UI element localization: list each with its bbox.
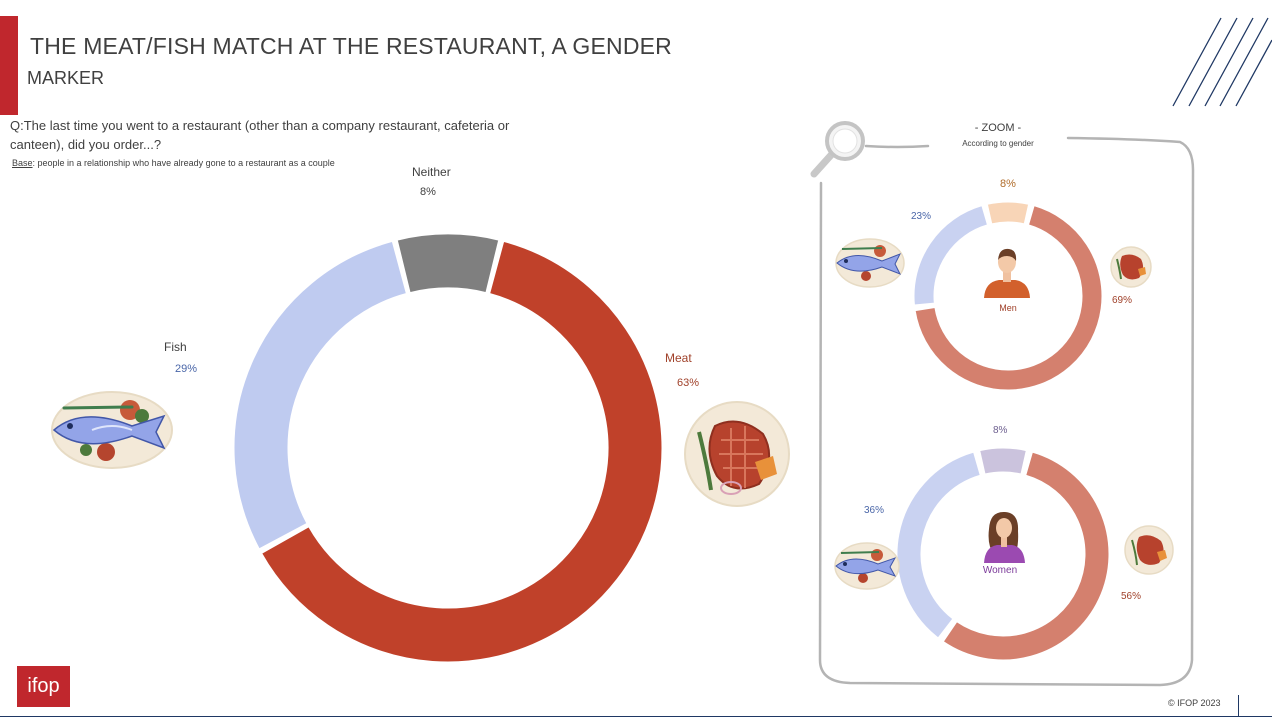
donut-slice-meat xyxy=(261,240,663,663)
woman-icon xyxy=(984,511,1025,563)
donut-slice-neither xyxy=(986,201,1030,225)
men-label: Men xyxy=(999,303,1017,313)
footer-line xyxy=(0,716,1272,717)
men-value-fish: 23% xyxy=(911,211,932,222)
title-accent-bar xyxy=(0,16,18,115)
men-value-neither: 8% xyxy=(1000,178,1016,190)
value-neither: 8% xyxy=(420,186,436,198)
magnifier-icon xyxy=(810,121,865,178)
value-fish: 29% xyxy=(175,363,198,375)
footer-divider xyxy=(1238,695,1239,717)
label-neither: Neither xyxy=(412,165,451,179)
label-meat: Meat xyxy=(665,351,692,365)
donut-women xyxy=(896,447,1110,661)
steak-plate-icon xyxy=(1124,525,1174,575)
zoom-subtitle: According to gender xyxy=(962,139,1034,148)
donut-slice-neither xyxy=(396,233,500,294)
value-meat: 63% xyxy=(677,377,700,389)
donut-men xyxy=(913,201,1103,391)
base-text: : people in a relationship who have alre… xyxy=(32,158,335,168)
base-label: Base xyxy=(12,158,33,168)
base-note: Base: people in a relationship who have … xyxy=(12,158,335,168)
copyright: © IFOP 2023 xyxy=(1168,698,1221,708)
donut-slice-fish xyxy=(233,240,407,550)
fish-plate-icon xyxy=(834,542,900,590)
fish-plate-icon xyxy=(835,238,905,288)
women-value-fish: 36% xyxy=(864,505,885,516)
donut-slice-fish xyxy=(913,205,989,306)
donut-slice-neither xyxy=(979,447,1027,475)
label-fish: Fish xyxy=(164,340,187,354)
donut-overall xyxy=(233,233,663,663)
page-subtitle: MARKER xyxy=(27,68,105,88)
women-label: Women xyxy=(982,565,1018,576)
ifop-logo: ifop xyxy=(17,666,70,707)
decorative-lines xyxy=(1172,17,1272,107)
zoom-title: - ZOOM - xyxy=(974,122,1022,134)
men-value-meat: 69% xyxy=(1112,295,1133,306)
fish-plate-icon xyxy=(51,391,173,469)
donut-slice-fish xyxy=(896,451,981,639)
steak-plate-icon xyxy=(684,401,790,507)
steak-plate-icon xyxy=(1110,246,1152,288)
donut-slice-meat xyxy=(914,205,1103,391)
survey-question: Q:The last time you went to a restaurant… xyxy=(10,118,510,152)
women-value-meat: 56% xyxy=(1121,591,1142,602)
women-value-neither: 8% xyxy=(993,425,1008,436)
man-icon xyxy=(984,248,1030,298)
donut-slice-meat xyxy=(942,451,1110,661)
page-title: THE MEAT/FISH MATCH AT THE RESTAURANT, A… xyxy=(30,33,672,59)
zoom-panel-frame xyxy=(818,136,1195,687)
